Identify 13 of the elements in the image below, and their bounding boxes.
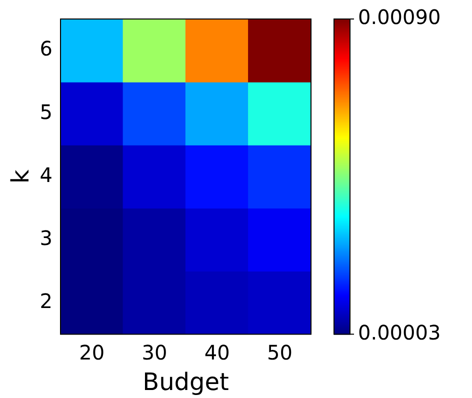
y-tick-label: 3 [40,226,53,250]
y-tick-label: 2 [40,288,53,313]
x-tick-label: 20 [79,340,105,364]
x-tick-label: 40 [204,340,230,364]
y-tick-label: 5 [40,100,53,124]
y-tick-label: 6 [40,36,53,61]
y-tick-label: 4 [40,162,53,187]
x-tick-label: 50 [266,340,292,364]
y-axis-title: k [6,170,35,184]
x-tick-label: 30 [142,340,168,364]
color-bar-label: 0.00003 [358,320,441,344]
x-axis-title: Budget [142,368,229,396]
color-bar-label: 0.00090 [358,5,441,30]
